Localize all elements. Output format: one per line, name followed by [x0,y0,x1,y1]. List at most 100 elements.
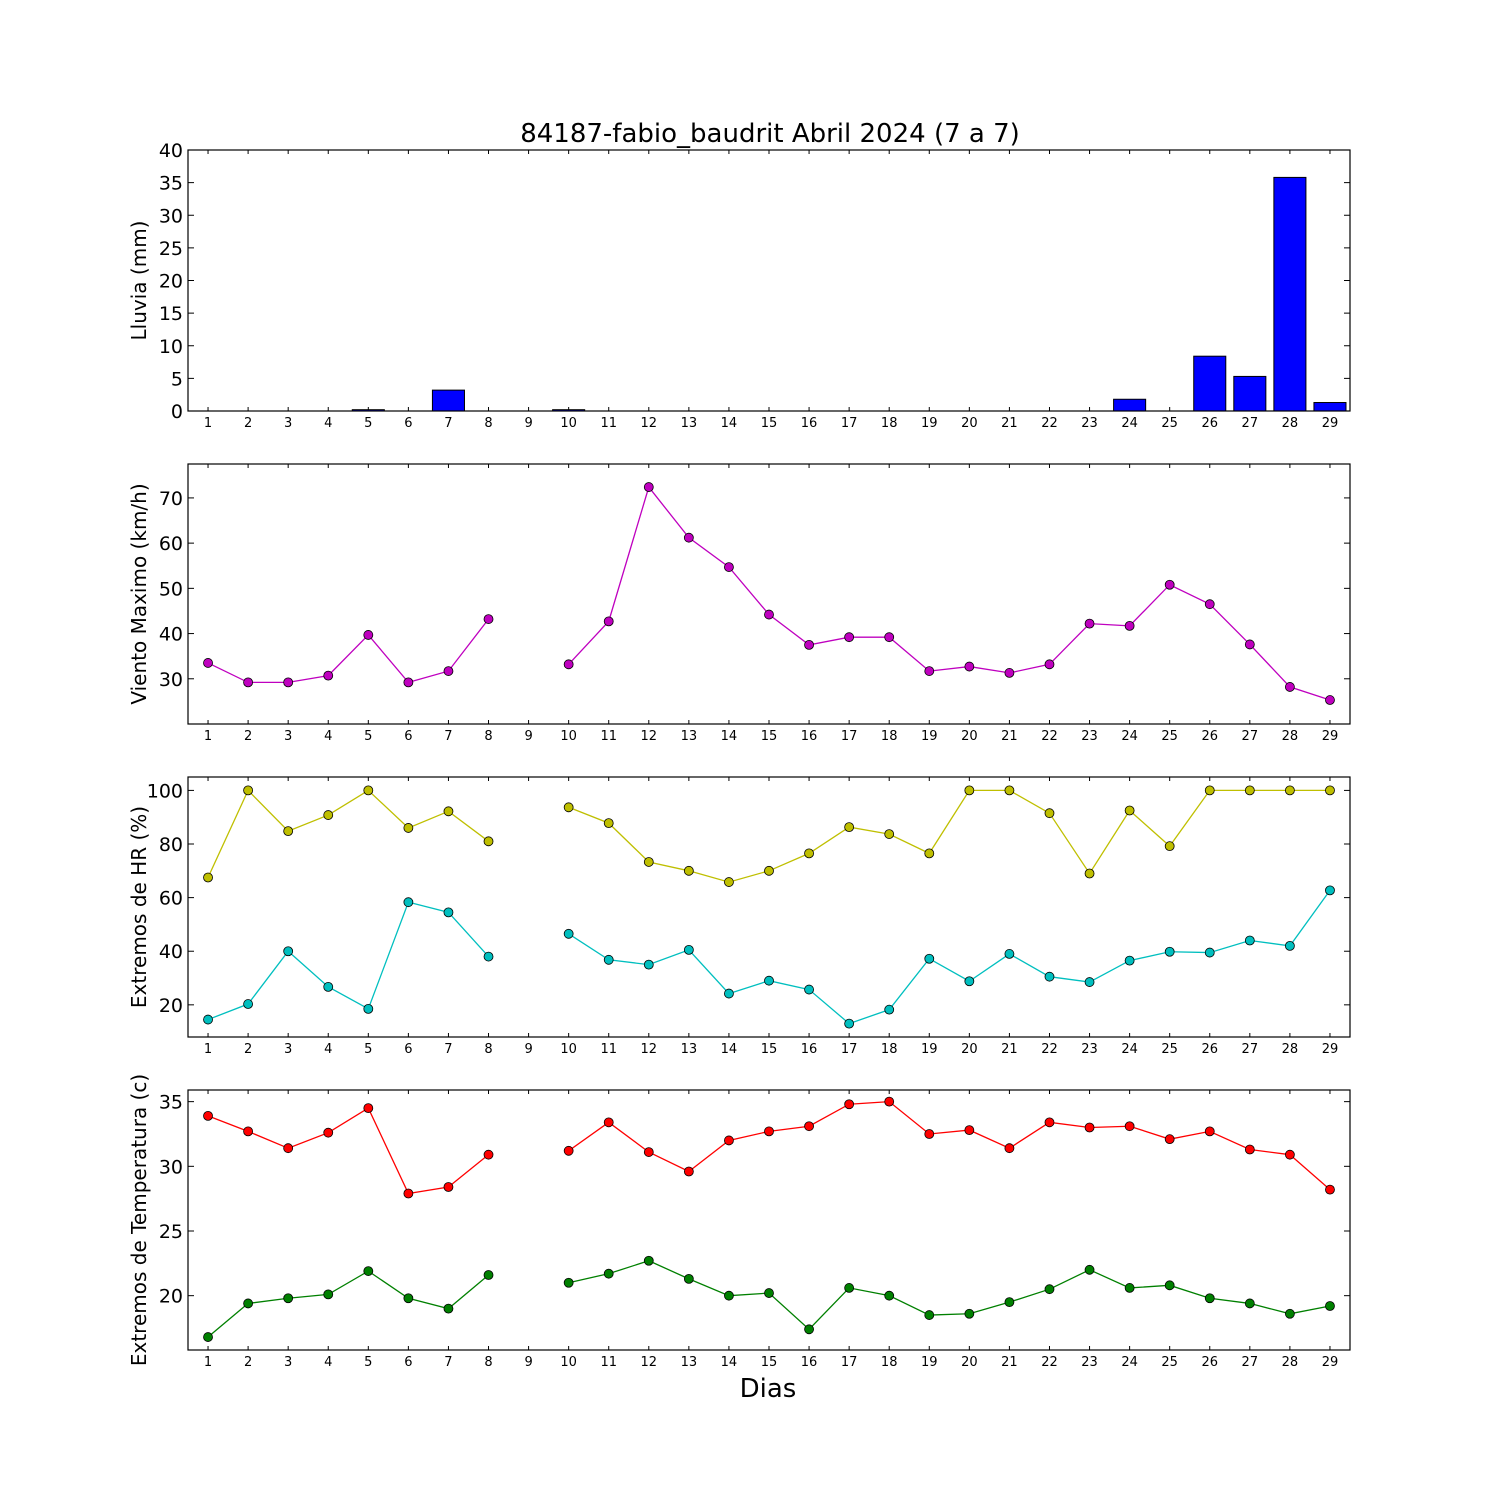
data-point [1124,1283,1135,1293]
x-tick-label: 28 [1282,1042,1299,1057]
x-tick-label: 2 [244,1355,252,1370]
x-tick-label: 7 [444,1042,452,1057]
data-point [964,976,975,987]
data-point [683,865,694,876]
x-tick-label: 5 [364,729,372,744]
data-point [363,1103,374,1114]
x-tick-label: 24 [1121,729,1138,744]
data-point [603,1268,614,1279]
y-tick-label: 30 [159,669,183,691]
series-line-2 [207,1260,1331,1338]
data-point [363,630,374,640]
data-point [1244,935,1255,946]
x-tick-label: 23 [1081,1355,1098,1370]
data-point [804,1121,814,1132]
data-point [1044,808,1055,819]
bar [431,389,465,412]
x-tick-label: 27 [1242,729,1259,744]
x-tick-label: 7 [444,729,452,744]
data-point [1204,947,1215,958]
data-point [483,836,494,847]
x-tick-label: 16 [801,416,818,431]
x-tick-label: 13 [681,729,698,744]
x-tick-label: 6 [404,1042,412,1057]
x-tick-label: 18 [881,416,898,431]
x-tick-label: 27 [1242,416,1259,431]
x-tick-label: 18 [881,1042,898,1057]
x-tick-label: 11 [600,1355,617,1370]
x-tick-label: 12 [641,416,658,431]
data-point [443,1303,454,1314]
y-tick-label: 10 [159,336,183,358]
data-point [323,810,334,820]
x-tick-label: 14 [721,1355,738,1370]
x-tick-label: 17 [841,416,858,431]
x-tick-label: 8 [484,1355,492,1370]
bar [1273,176,1307,412]
data-point [1004,949,1015,959]
data-point [563,928,574,939]
y-tick-label: 40 [159,941,183,963]
x-tick-label: 9 [524,1042,532,1057]
x-tick-label: 26 [1201,1355,1218,1370]
data-point [603,616,614,627]
y-tick-label: 100 [147,780,183,802]
x-tick-label: 20 [961,729,978,744]
y-tick-label: 20 [159,995,183,1017]
x-tick-label: 27 [1242,1042,1259,1057]
y-tick-label: 60 [159,533,183,555]
x-tick-label: 28 [1282,729,1299,744]
data-point [443,806,454,817]
y-tick-label: 80 [159,834,183,856]
x-tick-label: 22 [1041,416,1058,431]
x-tick-label: 4 [324,416,332,431]
x-tick-label: 1 [204,416,212,431]
data-point [1044,1284,1055,1295]
x-tick-label: 26 [1201,1042,1218,1057]
x-tick-label: 16 [801,1355,818,1370]
x-tick-label: 9 [524,416,532,431]
x-tick-label: 11 [600,416,617,431]
data-point [764,865,774,876]
x-tick-label: 4 [324,729,332,744]
x-tick-label: 12 [641,1042,658,1057]
panels: 1 2 3 4 5 6 7 8 9 10 11 12 13 14 15 16 17 18 19 20 21 22 23 24 2… [127,140,1351,1370]
data-point [1124,805,1135,816]
x-tick-label: 11 [600,1042,617,1057]
data-point [1004,1143,1015,1154]
x-tick-label: 7 [444,1355,452,1370]
x-tick-label: 2 [244,1042,252,1057]
x-tick-label: 20 [961,1042,978,1057]
x-tick-label: 12 [641,729,658,744]
data-point [403,1293,414,1304]
data-point [844,632,855,643]
data-point [964,785,975,796]
x-tick-label: 6 [404,1355,412,1370]
y-tick-label: 30 [159,205,183,227]
y-tick-label: 35 [159,173,183,195]
data-point [1164,579,1175,590]
y-tick-label: 35 [159,1092,183,1114]
x-tick-label: 17 [841,1355,858,1370]
data-point [804,1324,814,1335]
data-point [243,1126,254,1137]
data-point [884,632,895,643]
data-point [764,609,774,620]
data-point [483,1149,494,1160]
x-tick-label: 19 [921,1355,938,1370]
data-point [483,951,494,962]
x-tick-label: 14 [721,416,738,431]
data-point [203,1110,213,1121]
data-point [844,822,855,833]
data-point [724,1290,734,1301]
data-point [643,1255,654,1266]
data-point [844,1018,855,1029]
data-point [1325,695,1335,705]
data-point [683,944,694,955]
data-point [764,1288,774,1298]
x-tick-label: 12 [641,1355,658,1370]
x-tick-label: 25 [1161,1355,1178,1370]
data-point [1084,868,1095,879]
y-axis-label: Extremos de Temperatura (c) [127,1074,151,1366]
